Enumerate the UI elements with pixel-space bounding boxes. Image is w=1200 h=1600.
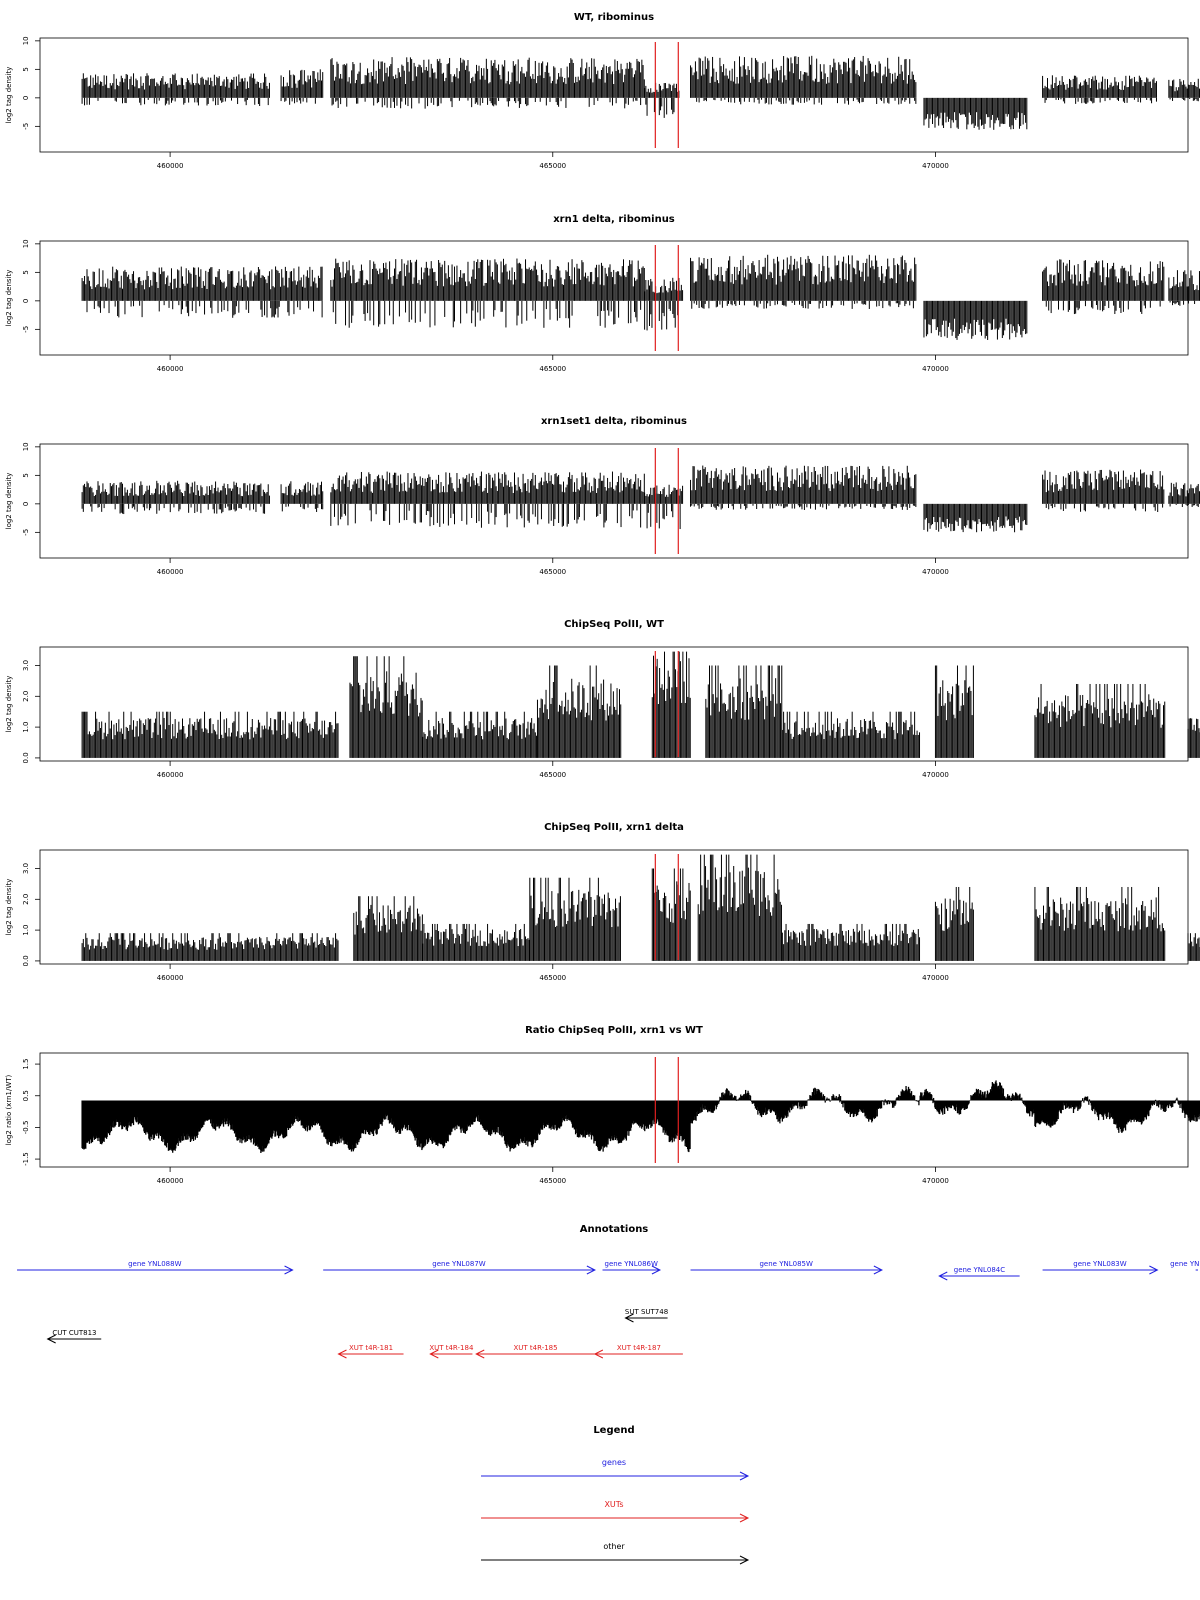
y-tick-label: 0.0 (22, 752, 30, 763)
x-tick-label: 460000 (157, 365, 184, 373)
x-tick-label: 465000 (539, 771, 566, 779)
x-tick-label: 460000 (157, 162, 184, 170)
y-tick-label: 1.0 (22, 722, 30, 733)
y-tick-label: 10 (22, 239, 30, 248)
y-tick-label: 5 (22, 67, 30, 71)
panel-title: ChipSeq PolII, WT (564, 619, 664, 630)
y-tick-label: 2.0 (22, 691, 30, 702)
x-tick-label: 465000 (539, 568, 566, 576)
x-tick-label: 470000 (922, 771, 949, 779)
data-series (81, 55, 1200, 130)
track-panels: WT, ribominus log2 tag density -5 0 5 10 46000… (5, 12, 1200, 1185)
y-tick-label: -5 (22, 529, 30, 536)
y-tick-label: -5 (22, 326, 30, 333)
panel-title: xrn1 delta, ribominus (553, 214, 675, 225)
y-tick-label: -5 (22, 123, 30, 130)
data-series (81, 651, 1200, 758)
y-tick-label: 5 (22, 270, 30, 274)
panel-title: ChipSeq PolII, xrn1 delta (544, 822, 684, 833)
track-panel: xrn1set1 delta, ribominus log2 tag densit… (5, 416, 1200, 576)
x-tick-label: 470000 (922, 568, 949, 576)
y-tick-label: 0 (22, 299, 30, 303)
y-tick-label: 0 (22, 96, 30, 100)
plot-frame (39, 646, 1189, 762)
plot-frame (39, 37, 1189, 153)
y-tick-label: 0 (22, 502, 30, 506)
panel-title: WT, ribominus (574, 12, 654, 23)
y-axis-label: log2 tag density (5, 473, 13, 530)
track-panel: ChipSeq PolII, WT log2 tag density 0.0 1.0 2… (5, 619, 1200, 779)
data-series (81, 465, 1200, 533)
x-tick-label: 470000 (922, 162, 949, 170)
x-tick-label: 460000 (157, 771, 184, 779)
y-tick-label: 3.0 (22, 660, 30, 671)
y-tick-label: 10 (22, 442, 30, 451)
data-series (81, 854, 1200, 961)
y-tick-label: 10 (22, 36, 30, 45)
x-tick-label: 465000 (539, 162, 566, 170)
track-panel: xrn1 delta, ribominus log2 tag density -5 0… (5, 214, 1200, 373)
y-axis-label: log2 tag density (5, 676, 13, 733)
plot-frame (39, 443, 1189, 559)
track-panel: WT, ribominus log2 tag density -5 0 5 10 46000… (5, 12, 1200, 170)
y-tick-label: 5 (22, 473, 30, 477)
plot-frame (39, 240, 1189, 356)
y-axis-label: log2 tag density (5, 270, 13, 327)
y-axis-label: log2 tag density (5, 879, 13, 936)
track-panel: ChipSeq PolII, xrn1 delta log2 tag densit… (5, 822, 1200, 982)
panel-title: xrn1set1 delta, ribominus (541, 416, 687, 427)
data-series (81, 254, 1200, 340)
x-tick-label: 460000 (157, 568, 184, 576)
x-tick-label: 470000 (922, 365, 949, 373)
y-axis-label: log2 tag density (5, 67, 13, 124)
x-tick-label: 465000 (539, 365, 566, 373)
